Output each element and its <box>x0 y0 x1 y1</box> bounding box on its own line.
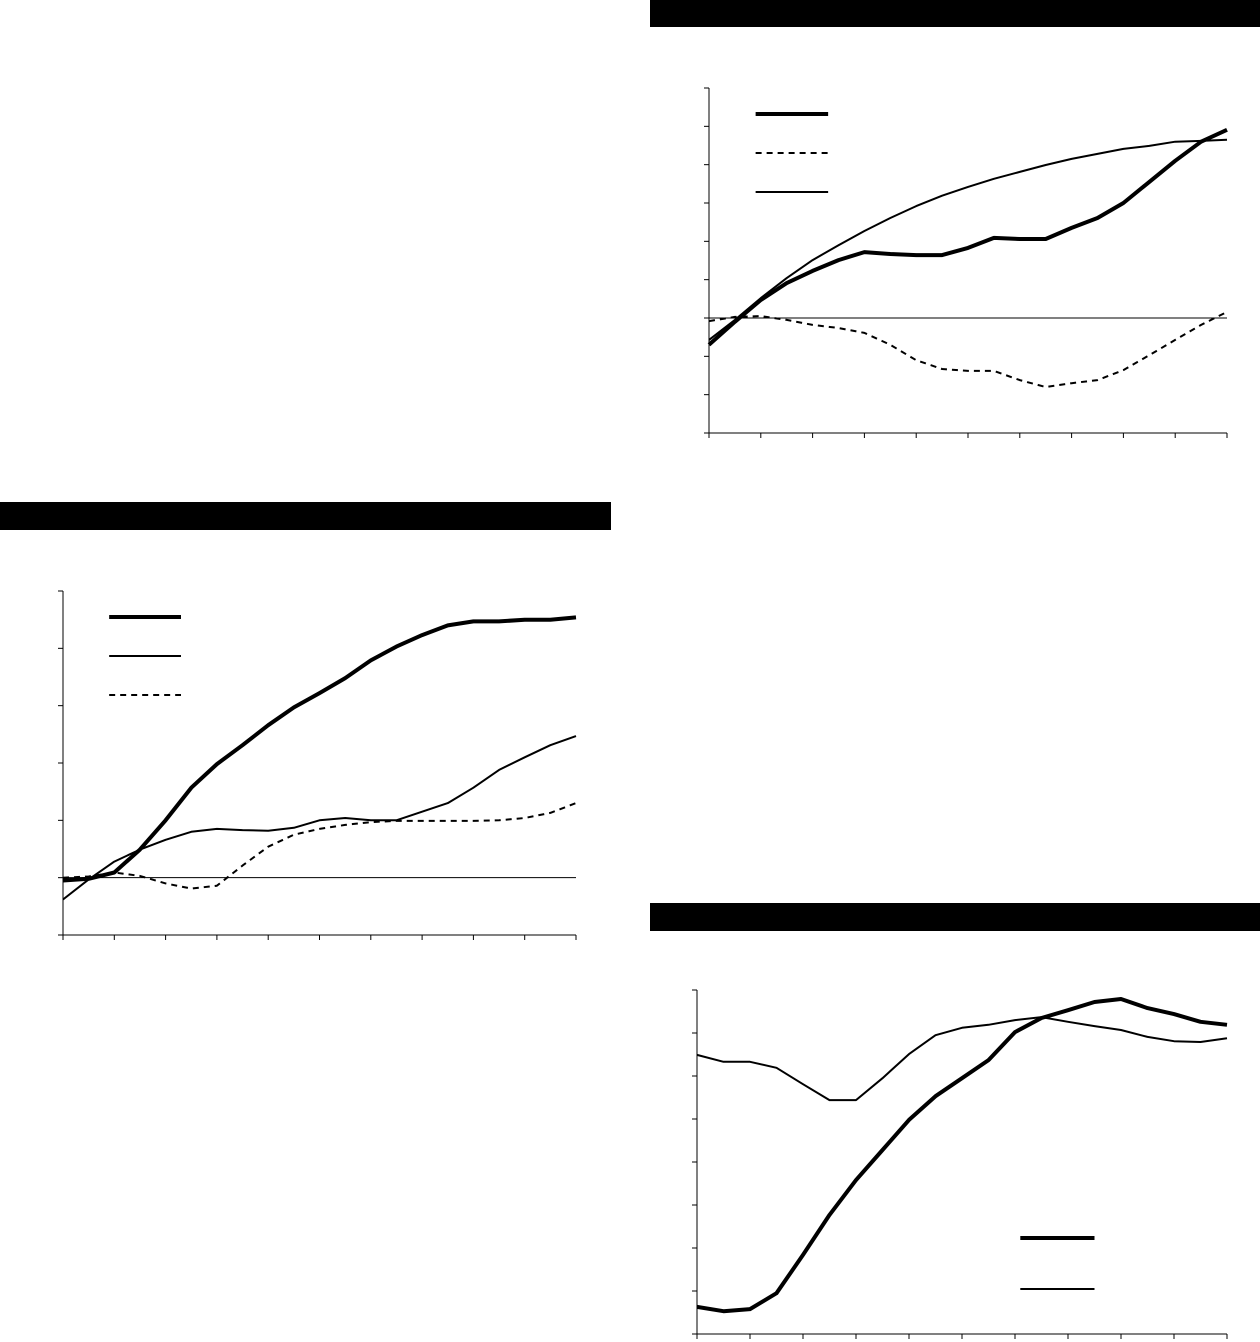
data-line <box>708 138 1228 341</box>
data-line <box>62 615 577 883</box>
header-bar <box>0 502 611 530</box>
data-line <box>62 802 577 890</box>
data-line <box>696 997 1228 1314</box>
data-line <box>62 735 577 901</box>
data-line <box>708 311 1228 388</box>
header-bar <box>650 903 1260 931</box>
data-line <box>707 127 1228 347</box>
data-line <box>696 1016 1228 1102</box>
header-bar <box>650 0 1260 27</box>
